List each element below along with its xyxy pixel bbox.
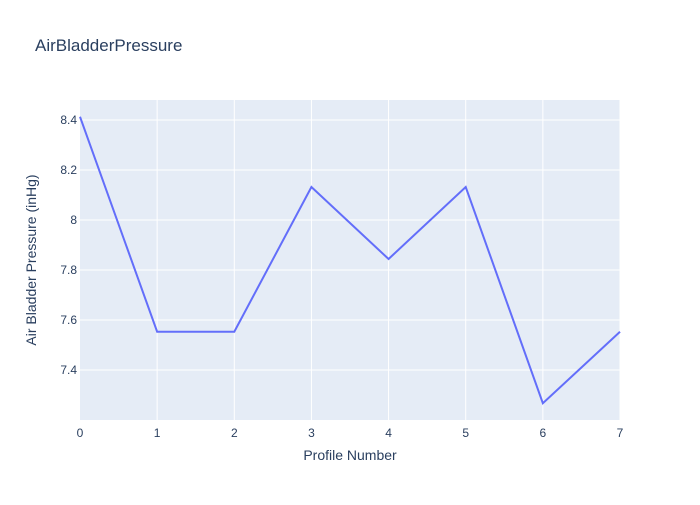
gridlines	[80, 100, 621, 420]
x-tick-label: 4	[385, 426, 392, 440]
y-tick-label: 8.4	[60, 113, 77, 127]
x-axis-label: Profile Number	[303, 447, 397, 463]
chart-title: AirBladderPressure	[35, 36, 182, 55]
y-tick-label: 7.6	[60, 313, 77, 327]
x-tick-label: 0	[77, 426, 84, 440]
x-tick-label: 6	[540, 426, 547, 440]
y-axis-label: Air Bladder Pressure (inHg)	[23, 174, 39, 345]
y-tick-label: 7.8	[60, 263, 77, 277]
plot-area	[80, 100, 620, 420]
x-tick-label: 7	[617, 426, 624, 440]
x-tick-label: 3	[308, 426, 315, 440]
y-tick-label: 8.2	[60, 163, 77, 177]
x-tick-label: 2	[231, 426, 238, 440]
y-tick-label: 8	[70, 213, 77, 227]
x-tick-label: 1	[154, 426, 161, 440]
y-tick-label: 7.4	[60, 363, 77, 377]
series-line	[79, 116, 621, 406]
tick-labels: 0 1 2 3 4 5 6 7 7.4 7.6 7.8 8 8.2 8.4	[60, 113, 623, 440]
x-tick-label: 5	[462, 426, 469, 440]
